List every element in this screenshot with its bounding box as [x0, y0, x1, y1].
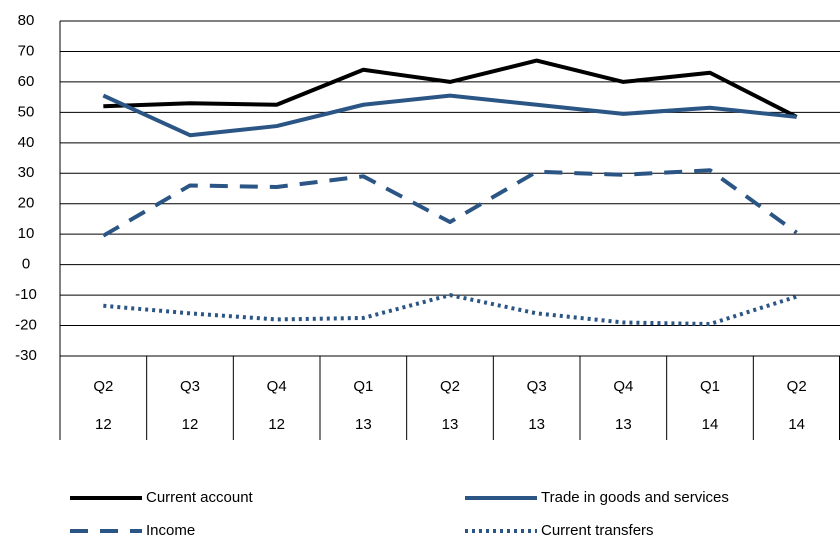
x-tick-year: 13	[615, 416, 632, 433]
legend-label: Trade in goods and services	[541, 489, 729, 506]
x-tick-year: 13	[528, 416, 545, 433]
y-tick-label: 40	[18, 134, 35, 151]
x-tick-label: Q2	[787, 378, 807, 395]
y-tick-label: 80	[18, 12, 35, 29]
y-tick-label: 50	[18, 103, 35, 120]
x-tick-label: Q4	[613, 378, 633, 395]
series-line	[103, 58, 798, 119]
x-tick-label: Q1	[700, 378, 720, 395]
y-tick-label: 20	[18, 195, 35, 212]
legend-label: Income	[146, 522, 195, 539]
y-tick-label: 0	[22, 256, 30, 273]
x-tick-label: Q1	[353, 378, 373, 395]
x-tick-year: 13	[442, 416, 459, 433]
x-tick-year: 14	[788, 416, 805, 433]
series-line	[103, 293, 798, 327]
legend-label: Current transfers	[541, 522, 654, 539]
x-tick-label: Q2	[440, 378, 460, 395]
x-tick-label: Q2	[93, 378, 113, 395]
x-tick-year: 12	[268, 416, 285, 433]
y-tick-label: -30	[15, 347, 37, 364]
x-tick-label: Q4	[267, 378, 287, 395]
series-line	[102, 168, 798, 238]
y-tick-label: 60	[18, 73, 35, 90]
x-tick-year: 14	[702, 416, 719, 433]
y-tick-label: 70	[18, 42, 35, 59]
x-tick-year: 12	[182, 416, 199, 433]
x-tick-year: 13	[355, 416, 372, 433]
x-tick-year: 12	[95, 416, 112, 433]
y-tick-label: -10	[15, 286, 37, 303]
y-tick-label: 30	[18, 164, 35, 181]
y-tick-label: -20	[15, 317, 37, 334]
series-line	[102, 93, 797, 138]
y-tick-label: 10	[18, 225, 35, 242]
x-tick-label: Q3	[180, 378, 200, 395]
x-tick-label: Q3	[527, 378, 547, 395]
legend-label: Current account	[146, 489, 254, 506]
